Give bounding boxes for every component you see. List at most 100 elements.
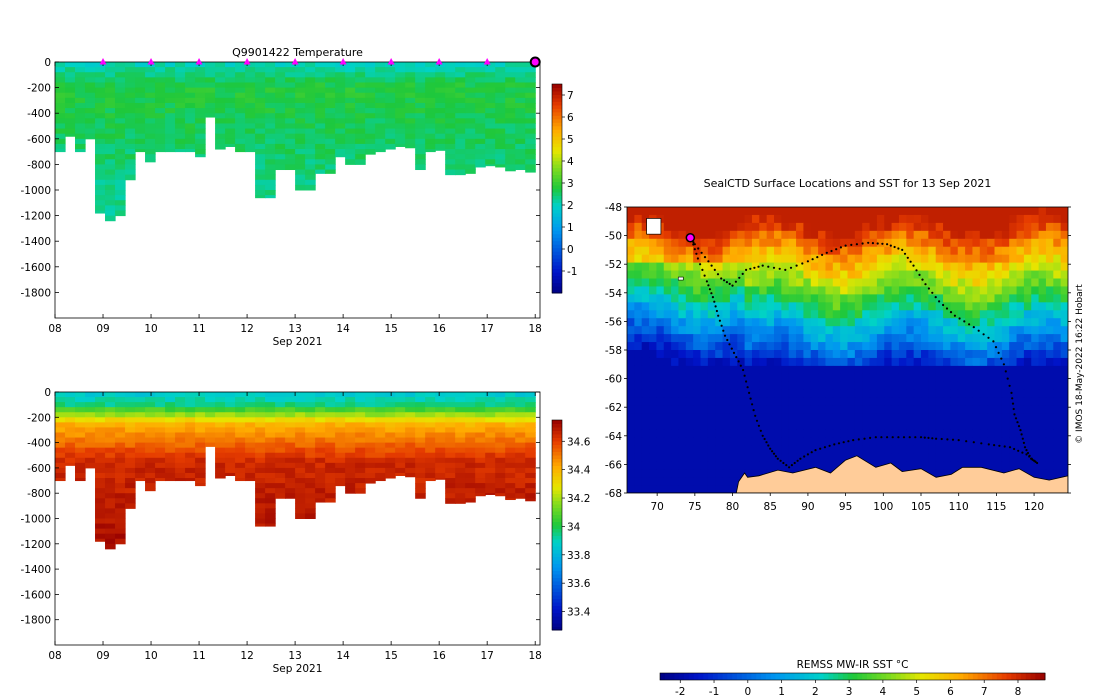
sst-cell — [663, 230, 672, 240]
profile-cell — [175, 457, 186, 464]
sst-cell — [987, 286, 995, 295]
profile-cell — [425, 402, 436, 408]
sst-cell — [1023, 429, 1032, 438]
track-point — [1023, 446, 1027, 449]
profile-cell — [55, 432, 66, 439]
sst-cell — [965, 373, 973, 383]
profile-cell — [325, 92, 336, 99]
profile-cell — [445, 397, 456, 403]
sst-cell — [876, 238, 885, 248]
profile-cell — [145, 432, 156, 439]
colorbar-frame — [551, 83, 563, 294]
colorbar-tick-label: 33.8 — [567, 550, 590, 562]
profile-cell — [325, 128, 336, 135]
profile-cell — [325, 488, 336, 494]
sst-cell — [832, 421, 841, 430]
sst-cell — [818, 318, 826, 327]
sst-cell — [928, 373, 937, 383]
sst-cell — [796, 445, 804, 454]
sst-cell — [671, 278, 679, 287]
profile-cell — [165, 113, 176, 119]
sst-cell — [707, 381, 716, 391]
profile-cell — [165, 412, 176, 418]
sst-cell — [987, 350, 995, 359]
sst-cell — [898, 238, 907, 248]
profile-cell — [275, 462, 286, 469]
sst-cell — [759, 381, 768, 391]
profile-cell — [115, 432, 126, 439]
colorbar-segment — [992, 673, 998, 680]
profile-cell — [325, 483, 336, 489]
colorbar-segment — [693, 673, 699, 680]
colorbar-segment — [895, 673, 902, 680]
sst-cell — [1016, 461, 1025, 470]
sst-cell — [950, 421, 959, 430]
profile-cell — [485, 123, 496, 130]
profile-cell — [265, 123, 276, 130]
sst-cell — [972, 270, 981, 279]
sst-cell — [634, 318, 643, 327]
sst-cell — [847, 302, 856, 311]
profile-cell — [465, 97, 476, 104]
sst-cell — [715, 207, 724, 216]
lon-tick-label: 105 — [911, 501, 931, 513]
sst-cell — [641, 230, 650, 240]
x-tick-label: 10 — [144, 323, 157, 335]
sst-cell — [906, 350, 915, 359]
lat-tick-label: -50 — [605, 231, 622, 243]
profile-cell — [185, 62, 196, 68]
sst-cell — [803, 453, 812, 462]
sst-cell — [972, 326, 981, 335]
profile-cell — [115, 184, 126, 191]
sst-cell — [950, 381, 959, 391]
profile-cell — [165, 82, 176, 89]
profile-cell — [265, 407, 276, 413]
colorbar-tick-label: 33.6 — [567, 578, 591, 590]
profile-cell — [445, 87, 456, 94]
sst-cell — [921, 365, 929, 375]
profile-cell — [275, 128, 286, 135]
sst-cell — [987, 278, 995, 287]
profile-cell — [265, 62, 276, 68]
profile-cell — [315, 113, 326, 119]
sst-cell — [774, 318, 782, 327]
panel-title: Q9901422 Temperature — [232, 46, 363, 59]
profile-cell — [355, 412, 366, 418]
sst-cell — [641, 350, 650, 359]
sst-cell — [1038, 373, 1047, 383]
sst-cell — [1023, 286, 1032, 295]
sst-cell — [869, 318, 878, 327]
sst-cell — [707, 294, 716, 303]
profile-cell — [435, 472, 446, 479]
sst-cell — [847, 214, 856, 224]
sst-cell — [1045, 238, 1054, 248]
profile-cell — [435, 128, 446, 135]
sst-cell — [854, 342, 863, 351]
profile-cell — [485, 92, 496, 99]
sst-cell — [737, 381, 746, 391]
profile-cell — [445, 149, 456, 155]
profile-cell — [345, 128, 356, 135]
sst-cell — [876, 389, 885, 399]
sst-cell — [876, 413, 885, 422]
sst-cell — [957, 326, 966, 335]
colorbar-tick-label: 3 — [567, 178, 574, 190]
profile-cell — [505, 447, 516, 454]
sst-cell — [876, 270, 885, 279]
profile-cell — [65, 437, 76, 444]
profile-cell — [375, 442, 386, 449]
profile-cell — [395, 138, 406, 145]
profile-cell — [525, 447, 536, 454]
sst-cell — [972, 342, 981, 351]
sst-cell — [869, 429, 878, 438]
sst-cell — [759, 222, 768, 232]
sst-cell — [972, 461, 981, 470]
profile-cell — [105, 467, 116, 474]
profile-cell — [275, 92, 286, 99]
profile-cell — [235, 128, 246, 135]
sst-cell — [832, 413, 841, 422]
profile-cell — [75, 467, 86, 474]
profile-cell — [155, 72, 166, 78]
sst-cell — [869, 342, 878, 351]
sst-cell — [634, 365, 643, 375]
